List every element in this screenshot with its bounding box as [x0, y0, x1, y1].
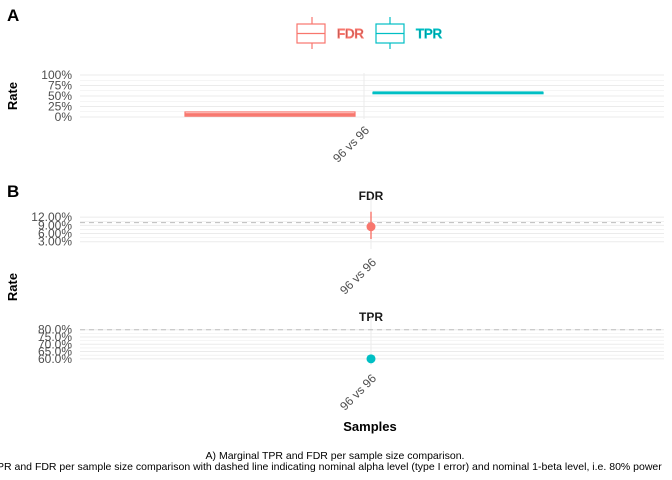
panel-b-y-axis-title: Rate [5, 273, 20, 301]
panel-b-tpr-y-tick-label: 70.0% [38, 337, 72, 351]
legend: FDR TPR [296, 17, 443, 49]
legend-key-tpr [375, 17, 405, 49]
panel-b-fdr-x-tick-label: 96 vs 96 [337, 255, 379, 297]
panel-b-tpr-y-tick-label: 75.0% [38, 330, 72, 344]
panel-b-fdr-strip-title: FDR [359, 189, 384, 203]
panel-b-fdr-y-tick-label: 3.00% [38, 235, 72, 249]
panel-b-tpr-x-tick-label: 96 vs 96 [337, 371, 379, 413]
panel-a-y-tick-label: 100% [41, 68, 72, 82]
panel-b-x-axis-title: Samples [343, 419, 396, 434]
panel-a-chart: 0%25%50%75%100% 96 vs 96 [41, 68, 664, 165]
panel-a-y-tick-label: 75% [48, 79, 72, 93]
panel-b-fdr-y-tick-label: 12.00% [31, 210, 72, 224]
caption-line-1: A) Marginal TPR and FDR per sample size … [206, 450, 465, 462]
panel-b-tag: B [7, 182, 19, 201]
panel-a-y-tick-label: 25% [48, 100, 72, 114]
panel-a-x-tick-label: 96 vs 96 [330, 123, 372, 165]
legend-fdr-label: FDR [337, 26, 364, 41]
panel-b-tpr-y-tick-label: 80.0% [38, 323, 72, 337]
caption-line-2: PR and FDR per sample size comparison wi… [0, 461, 662, 473]
panel-a-tag: A [7, 6, 19, 25]
panel-a-y-axis-title: Rate [5, 82, 20, 110]
legend-key-fdr [296, 17, 326, 49]
panel-b-fdr-y-tick-label: 6.00% [38, 227, 72, 241]
panel-b-tpr-y-tick-label: 65.0% [38, 345, 72, 359]
legend-tpr-label: TPR [416, 26, 442, 41]
panel-a-y-tick-label: 0% [55, 110, 73, 124]
panel-b-fdr-y-tick-label: 9.00% [38, 218, 72, 232]
panel-b-tpr-y-tick-label: 60.0% [38, 352, 72, 366]
panel-b-tpr-point [366, 354, 376, 364]
panel-a-y-tick-label: 50% [48, 89, 72, 103]
panel-b-fdr-facet: FDR 3.00%6.00%9.00%12.00% 96 vs 96 [31, 189, 664, 297]
panel-b-fdr-point [366, 222, 376, 232]
